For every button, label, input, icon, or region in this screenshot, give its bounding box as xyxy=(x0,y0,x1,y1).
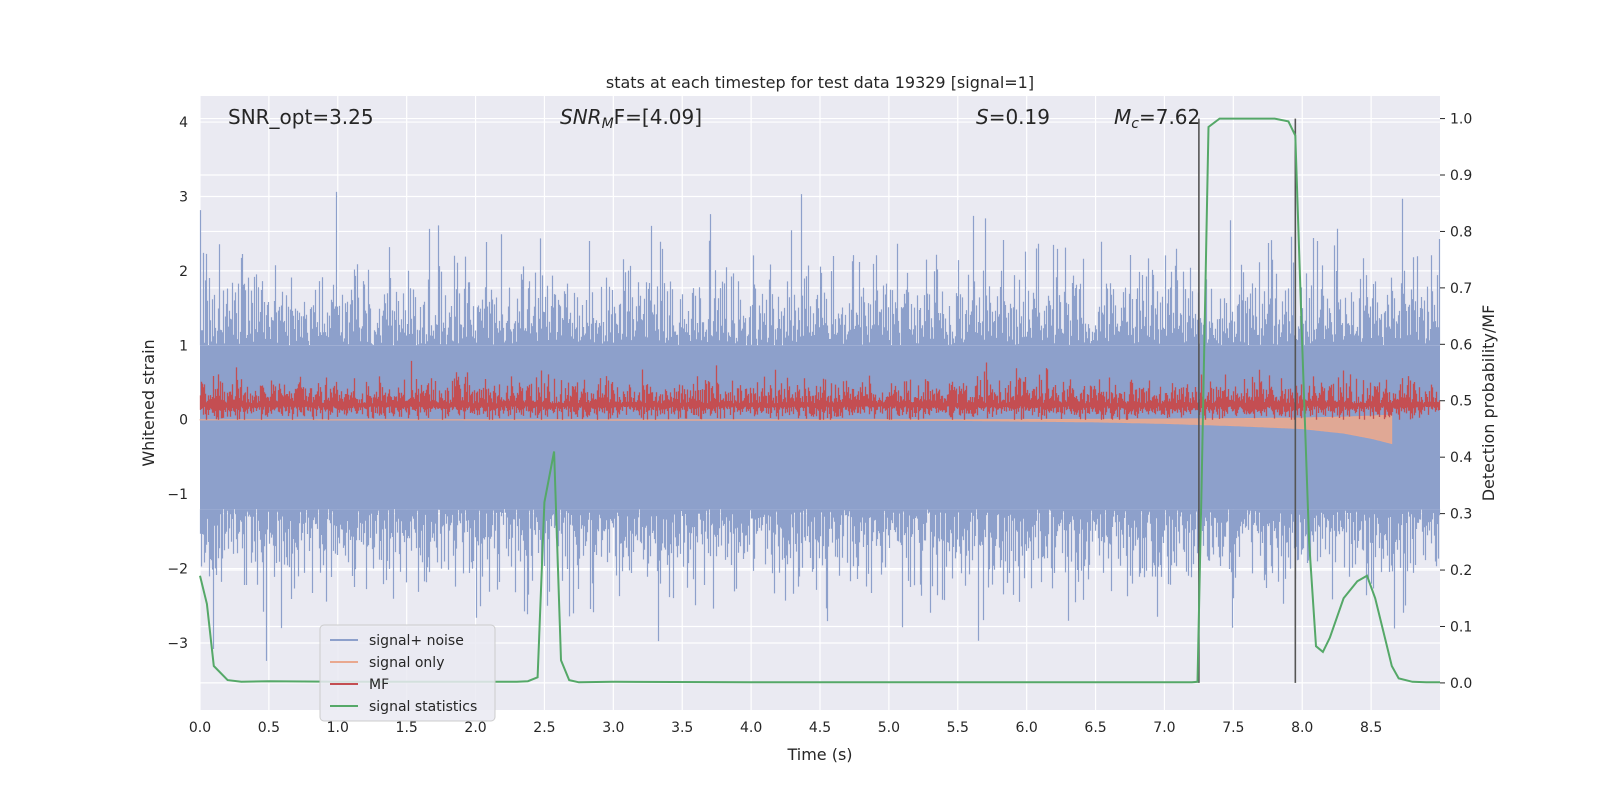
y-tick-label-right-1: 0.1 xyxy=(1450,619,1472,635)
x-tick-label-4: 2.0 xyxy=(464,720,486,736)
y-tick-label-right-4: 0.4 xyxy=(1450,450,1472,466)
x-tick-label-0: 0.0 xyxy=(189,720,211,736)
signal-noise-series xyxy=(199,191,1441,661)
x-tick-label-1: 0.5 xyxy=(258,720,280,736)
y-tick-label-right-10: 1.0 xyxy=(1450,112,1472,128)
y-tick-label-6: 3 xyxy=(179,189,188,205)
legend: signal+ noise signal only MF signal stat… xyxy=(319,624,496,722)
chart-title: stats at each timestep for test data 193… xyxy=(606,73,1034,92)
s-annotation: S=0.19 xyxy=(976,105,1050,129)
y-tick-label-7: 4 xyxy=(179,115,188,131)
x-tick-label-5: 2.5 xyxy=(533,720,555,736)
y-tick-label-4: 1 xyxy=(179,338,188,354)
y-axis-right-label: Detection probability/MF xyxy=(1479,305,1498,502)
legend-label-signal-statistics: signal statistics xyxy=(369,699,477,715)
y-tick-label-3: 0 xyxy=(179,413,188,429)
y-tick-label-right-3: 0.3 xyxy=(1450,507,1472,523)
mc-subscript: c xyxy=(1131,116,1139,132)
y-tick-label-right-0: 0.0 xyxy=(1450,676,1472,692)
x-tick-label-15: 7.5 xyxy=(1222,720,1244,736)
mc-base: M xyxy=(1114,105,1131,129)
y-tick-label-right-2: 0.2 xyxy=(1450,563,1472,579)
y-axis-label: Whitened strain xyxy=(139,339,158,466)
snr-mf-annotation: SNRMF=[4.09] xyxy=(560,105,702,132)
snr-opt-annotation: SNR_opt=3.25 xyxy=(228,105,374,129)
snr-mf-value: F=[4.09] xyxy=(614,105,702,129)
y-tick-label-0: −3 xyxy=(167,636,188,652)
snr-mf-base: SNR xyxy=(560,105,602,129)
mf-trace xyxy=(199,360,1441,420)
legend-box xyxy=(319,624,496,722)
mc-value: =7.62 xyxy=(1139,105,1200,129)
mf-series xyxy=(199,360,1441,420)
x-axis-ticks: 0.0 0.5 1.0 1.5 2.0 2.5 3.0 3.5 4.0 4.5 5.0 5.5 6.0 6… xyxy=(189,720,1382,736)
y-tick-label-right-9: 0.9 xyxy=(1450,168,1472,184)
x-tick-label-3: 1.5 xyxy=(396,720,418,736)
mc-annotation: Mc=7.62 xyxy=(1114,105,1200,132)
s-value: =0.19 xyxy=(989,105,1050,129)
y-tick-label-right-6: 0.6 xyxy=(1450,337,1472,353)
y-tick-label-5: 2 xyxy=(179,264,188,280)
legend-label-signal-noise: signal+ noise xyxy=(369,633,464,649)
snr-mf-subscript: M xyxy=(602,116,614,132)
x-tick-label-8: 4.0 xyxy=(740,720,762,736)
signal-noise-lower-trace xyxy=(199,509,1441,661)
legend-label-signal-only: signal only xyxy=(369,655,444,671)
y-axis-right-ticks: 0.0 0.1 0.2 0.3 0.4 0.5 0.6 0.7 0.8 0.9 1.0 xyxy=(1440,112,1472,692)
y-axis-ticks: −3 −2 −1 0 1 2 3 4 xyxy=(167,115,188,652)
y-tick-label-right-5: 0.5 xyxy=(1450,394,1472,410)
y-tick-label-2: −1 xyxy=(167,487,188,503)
y-tick-label-right-7: 0.7 xyxy=(1450,281,1472,297)
s-label: S xyxy=(976,105,989,129)
y-tick-label-1: −2 xyxy=(167,562,188,578)
x-axis-label: Time (s) xyxy=(786,745,852,764)
x-tick-label-10: 5.0 xyxy=(878,720,900,736)
y-tick-label-right-8: 0.8 xyxy=(1450,224,1472,240)
x-tick-label-17: 8.5 xyxy=(1360,720,1382,736)
x-tick-label-6: 3.0 xyxy=(602,720,624,736)
x-tick-label-11: 5.5 xyxy=(947,720,969,736)
x-tick-label-9: 4.5 xyxy=(809,720,831,736)
legend-label-mf: MF xyxy=(369,677,389,693)
x-tick-label-12: 6.0 xyxy=(1016,720,1038,736)
x-tick-label-16: 8.0 xyxy=(1291,720,1313,736)
x-tick-label-7: 3.5 xyxy=(671,720,693,736)
x-tick-label-14: 7.0 xyxy=(1153,720,1175,736)
signal-noise-band xyxy=(200,345,1440,510)
x-tick-label-13: 6.5 xyxy=(1084,720,1106,736)
x-tick-label-2: 1.0 xyxy=(327,720,349,736)
